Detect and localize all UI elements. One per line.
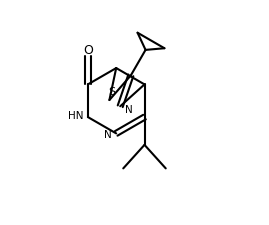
Text: N: N xyxy=(104,130,112,140)
Text: S: S xyxy=(108,87,115,97)
Text: HN: HN xyxy=(68,111,84,121)
Text: N: N xyxy=(125,105,132,115)
Text: O: O xyxy=(83,44,93,57)
